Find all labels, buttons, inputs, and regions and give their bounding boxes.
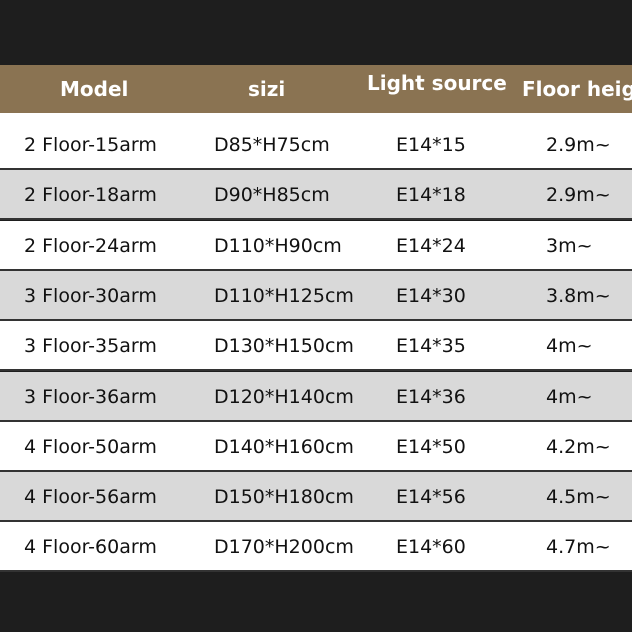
table-cell: D85*H75cm bbox=[214, 134, 330, 156]
table-cell: 3.8m~ bbox=[546, 284, 611, 307]
table-cell: E14*36 bbox=[396, 385, 466, 408]
table-cell: E14*24 bbox=[396, 234, 466, 257]
table-row: 4 Floor-60arm D170*H200cm E14*60 4.7m~ bbox=[0, 522, 632, 573]
table-cell: 2.9m~ bbox=[546, 134, 611, 156]
table-cell: E14*60 bbox=[396, 536, 466, 559]
table-cell: D120*H140cm bbox=[214, 385, 354, 408]
table-cell: 2 Floor-24arm bbox=[24, 234, 157, 257]
table-cell: D150*H180cm bbox=[214, 486, 354, 509]
table-row: 2 Floor-24arm D110*H90cm E14*24 3m~ bbox=[0, 220, 632, 271]
table-cell: 3m~ bbox=[546, 234, 593, 257]
table-cell: D130*H150cm bbox=[214, 335, 354, 358]
table-cell: D110*H90cm bbox=[214, 234, 342, 257]
table-row: 2 Floor-15arm D85*H75cm E14*15 2.9m~ bbox=[0, 120, 632, 170]
table-cell: E14*56 bbox=[396, 486, 466, 509]
header-cell: Light source bbox=[367, 71, 507, 95]
header-cell: Floor heigh bbox=[522, 77, 632, 101]
table-cell: E14*30 bbox=[396, 284, 466, 307]
table-row: 2 Floor-18arm D90*H85cm E14*18 2.9m~ bbox=[0, 170, 632, 221]
table-cell: 4 Floor-56arm bbox=[24, 486, 157, 509]
table-cell: E14*35 bbox=[396, 335, 466, 358]
table-cell: 4 Floor-50arm bbox=[24, 435, 157, 458]
header-row: Model sizi Light source Floor heigh bbox=[0, 65, 632, 113]
table-cell: 2 Floor-15arm bbox=[24, 134, 157, 156]
header-cell: Model bbox=[60, 77, 129, 101]
table-cell: 2 Floor-18arm bbox=[24, 184, 157, 207]
header-cell: sizi bbox=[248, 77, 286, 101]
table-cell: 4m~ bbox=[546, 335, 593, 358]
table-cell: D140*H160cm bbox=[214, 435, 354, 458]
table-cell: 2.9m~ bbox=[546, 184, 611, 207]
separator bbox=[0, 113, 632, 120]
table-row: 4 Floor-56arm D150*H180cm E14*56 4.5m~ bbox=[0, 472, 632, 523]
table-cell: E14*50 bbox=[396, 435, 466, 458]
table-cell: 4 Floor-60arm bbox=[24, 536, 157, 559]
table-cell: D170*H200cm bbox=[214, 536, 354, 559]
table-cell: 4m~ bbox=[546, 385, 593, 408]
table-cell: 3 Floor-30arm bbox=[24, 284, 157, 307]
table-cell: E14*18 bbox=[396, 184, 466, 207]
table-row: 4 Floor-50arm D140*H160cm E14*50 4.2m~ bbox=[0, 421, 632, 472]
table-row: 3 Floor-35arm D130*H150cm E14*35 4m~ bbox=[0, 321, 632, 372]
table-cell: 3 Floor-36arm bbox=[24, 385, 157, 408]
table-row: 3 Floor-36arm D120*H140cm E14*36 4m~ bbox=[0, 371, 632, 422]
table-cell: 4.5m~ bbox=[546, 486, 611, 509]
table-cell: D90*H85cm bbox=[214, 184, 330, 207]
table-cell: D110*H125cm bbox=[214, 284, 354, 307]
table-row: 3 Floor-30arm D110*H125cm E14*30 3.8m~ bbox=[0, 270, 632, 321]
table-cell: 4.2m~ bbox=[546, 435, 611, 458]
table-cell: 3 Floor-35arm bbox=[24, 335, 157, 358]
table-cell: E14*15 bbox=[396, 134, 466, 156]
table-cell: 4.7m~ bbox=[546, 536, 611, 559]
